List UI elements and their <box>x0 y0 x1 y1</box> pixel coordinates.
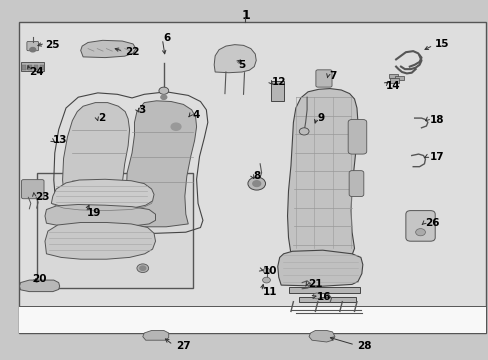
Circle shape <box>263 268 269 273</box>
Polygon shape <box>20 280 60 292</box>
Text: 19: 19 <box>87 208 101 218</box>
FancyBboxPatch shape <box>21 180 44 199</box>
FancyBboxPatch shape <box>27 41 39 51</box>
Text: 14: 14 <box>385 81 399 91</box>
FancyBboxPatch shape <box>405 211 434 241</box>
Polygon shape <box>51 179 154 210</box>
Text: 10: 10 <box>262 266 277 276</box>
Circle shape <box>312 293 320 299</box>
Text: 9: 9 <box>317 113 325 123</box>
Text: 7: 7 <box>328 71 336 81</box>
Text: 18: 18 <box>428 114 443 125</box>
Text: 8: 8 <box>253 171 260 181</box>
Circle shape <box>30 48 36 52</box>
Text: 1: 1 <box>241 9 249 22</box>
Polygon shape <box>214 45 256 73</box>
FancyBboxPatch shape <box>347 120 366 154</box>
Polygon shape <box>45 222 155 259</box>
Text: 6: 6 <box>163 33 171 43</box>
Text: 5: 5 <box>238 60 245 70</box>
Polygon shape <box>62 103 129 228</box>
FancyBboxPatch shape <box>348 171 363 197</box>
Polygon shape <box>287 89 357 257</box>
Bar <box>299 297 355 302</box>
Bar <box>289 287 360 293</box>
Circle shape <box>171 123 181 130</box>
Bar <box>19 22 485 333</box>
Text: 2: 2 <box>98 113 105 123</box>
Circle shape <box>299 128 308 135</box>
Polygon shape <box>126 101 196 227</box>
Bar <box>40 65 43 70</box>
Text: 28: 28 <box>356 341 371 351</box>
Text: 12: 12 <box>271 77 285 87</box>
Text: 20: 20 <box>32 274 46 284</box>
Text: 4: 4 <box>192 110 199 120</box>
Circle shape <box>262 277 270 283</box>
Text: 27: 27 <box>176 341 190 351</box>
Polygon shape <box>81 40 136 58</box>
Text: 21: 21 <box>307 279 322 289</box>
Circle shape <box>161 95 166 99</box>
Text: 16: 16 <box>316 292 331 302</box>
Circle shape <box>137 264 148 273</box>
Circle shape <box>159 87 168 94</box>
Text: 11: 11 <box>262 287 277 297</box>
Circle shape <box>415 229 425 236</box>
Polygon shape <box>277 250 362 286</box>
Text: 22: 22 <box>124 47 139 57</box>
Bar <box>19 306 485 333</box>
Circle shape <box>247 177 265 190</box>
Bar <box>394 76 403 80</box>
Bar <box>20 62 44 71</box>
Polygon shape <box>308 330 334 342</box>
Circle shape <box>252 181 260 186</box>
Text: 3: 3 <box>138 105 145 115</box>
Bar <box>271 81 283 101</box>
Text: 24: 24 <box>29 67 44 77</box>
Polygon shape <box>45 204 155 228</box>
Bar <box>388 74 397 78</box>
Circle shape <box>140 266 145 270</box>
Polygon shape <box>142 330 168 340</box>
Text: 25: 25 <box>45 40 60 50</box>
Bar <box>389 78 398 83</box>
Bar <box>37 173 193 288</box>
Text: 26: 26 <box>425 218 439 228</box>
Bar <box>28 65 32 70</box>
Text: 17: 17 <box>428 152 443 162</box>
Text: 23: 23 <box>35 192 50 202</box>
Bar <box>22 65 26 70</box>
Text: 13: 13 <box>53 135 67 145</box>
FancyBboxPatch shape <box>315 70 331 87</box>
Text: 15: 15 <box>434 39 449 49</box>
Bar <box>34 65 38 70</box>
